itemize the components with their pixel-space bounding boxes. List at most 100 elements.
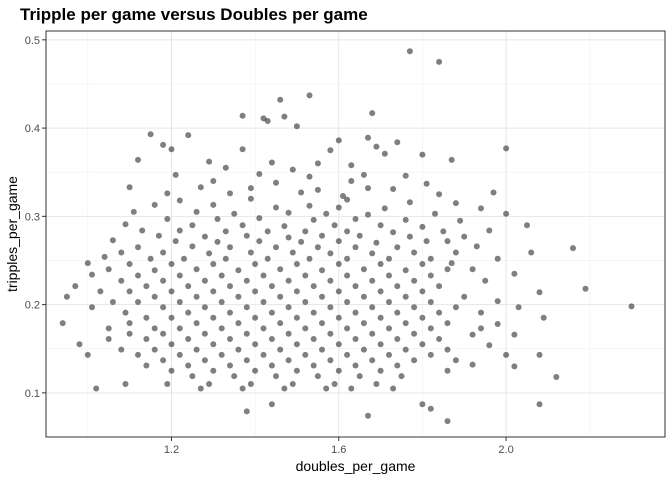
data-point bbox=[105, 325, 112, 332]
data-point bbox=[135, 351, 141, 358]
data-point bbox=[352, 283, 359, 290]
data-point bbox=[402, 293, 409, 300]
y-tick-label: 0.3 bbox=[25, 211, 40, 223]
data-point bbox=[352, 244, 359, 251]
data-point bbox=[427, 272, 434, 279]
data-point bbox=[344, 196, 351, 203]
data-point bbox=[252, 367, 259, 374]
data-point bbox=[452, 357, 459, 364]
data-point bbox=[130, 208, 137, 215]
data-point bbox=[210, 341, 217, 348]
data-point bbox=[218, 325, 225, 332]
data-point bbox=[461, 233, 468, 240]
data-point bbox=[172, 171, 179, 178]
data-point bbox=[176, 227, 183, 234]
data-point bbox=[235, 346, 242, 353]
data-point bbox=[193, 293, 200, 300]
data-point bbox=[201, 330, 208, 337]
data-point bbox=[252, 261, 259, 267]
y-tick-label: 0.2 bbox=[25, 300, 40, 312]
data-point bbox=[289, 166, 296, 173]
data-point bbox=[256, 215, 263, 222]
data-point bbox=[360, 293, 367, 300]
data-point bbox=[419, 288, 426, 295]
data-point bbox=[319, 320, 325, 327]
data-point bbox=[189, 222, 196, 229]
data-point bbox=[72, 283, 79, 290]
data-point bbox=[323, 210, 330, 217]
data-point bbox=[243, 408, 250, 415]
data-point bbox=[423, 180, 430, 187]
data-point bbox=[193, 208, 200, 215]
data-point bbox=[386, 272, 392, 279]
data-point bbox=[528, 249, 535, 256]
data-point bbox=[118, 249, 125, 256]
data-point bbox=[235, 293, 242, 300]
data-point bbox=[432, 210, 438, 217]
data-point bbox=[394, 309, 401, 316]
y-axis-ticks: 0.1 0.2 0.3 0.4 0.5 bbox=[25, 35, 46, 400]
data-point bbox=[285, 234, 292, 241]
data-point bbox=[335, 314, 342, 321]
data-point bbox=[444, 266, 451, 273]
data-point bbox=[210, 178, 217, 184]
data-point bbox=[285, 304, 292, 311]
data-point bbox=[227, 283, 233, 290]
data-point bbox=[628, 303, 635, 310]
data-point bbox=[369, 357, 376, 364]
data-point bbox=[335, 341, 342, 348]
data-point bbox=[444, 418, 451, 425]
data-point bbox=[419, 314, 426, 321]
data-point bbox=[427, 299, 434, 305]
data-point bbox=[168, 341, 175, 348]
data-point bbox=[327, 357, 334, 364]
data-point bbox=[63, 293, 70, 300]
data-point bbox=[197, 385, 204, 392]
data-point bbox=[386, 255, 392, 262]
data-point bbox=[419, 223, 426, 230]
data-point bbox=[151, 201, 158, 208]
data-point bbox=[218, 351, 225, 358]
data-point bbox=[398, 373, 405, 380]
data-point bbox=[151, 293, 158, 300]
data-point bbox=[511, 363, 518, 370]
data-point bbox=[457, 217, 464, 224]
data-point bbox=[201, 304, 208, 311]
data-point bbox=[436, 336, 443, 342]
data-point bbox=[377, 341, 384, 348]
data-point bbox=[390, 385, 397, 392]
data-point bbox=[473, 243, 480, 250]
data-point bbox=[302, 325, 309, 332]
data-points bbox=[59, 48, 635, 425]
data-point bbox=[176, 351, 183, 358]
data-point bbox=[214, 216, 221, 222]
data-point bbox=[201, 233, 208, 240]
data-point bbox=[314, 373, 321, 380]
data-point bbox=[356, 232, 363, 239]
data-point bbox=[285, 209, 292, 216]
data-point bbox=[524, 222, 530, 229]
data-point bbox=[268, 401, 275, 408]
data-point bbox=[210, 201, 217, 208]
y-tick-label: 0.4 bbox=[25, 123, 40, 135]
data-point bbox=[160, 249, 167, 256]
data-point bbox=[160, 357, 167, 364]
data-point bbox=[386, 299, 392, 305]
data-point bbox=[390, 186, 397, 192]
data-point bbox=[515, 304, 522, 311]
data-point bbox=[268, 362, 275, 369]
data-point bbox=[452, 304, 459, 311]
data-point bbox=[402, 320, 409, 327]
data-point bbox=[310, 283, 317, 290]
data-point bbox=[151, 267, 158, 274]
data-point bbox=[164, 190, 171, 197]
data-point bbox=[239, 112, 246, 119]
data-point bbox=[377, 367, 384, 374]
data-point bbox=[185, 362, 192, 369]
data-point bbox=[247, 185, 254, 192]
data-point bbox=[306, 92, 313, 99]
data-point bbox=[319, 267, 325, 274]
data-point bbox=[302, 228, 309, 235]
data-point bbox=[151, 325, 158, 332]
data-point bbox=[335, 367, 342, 374]
